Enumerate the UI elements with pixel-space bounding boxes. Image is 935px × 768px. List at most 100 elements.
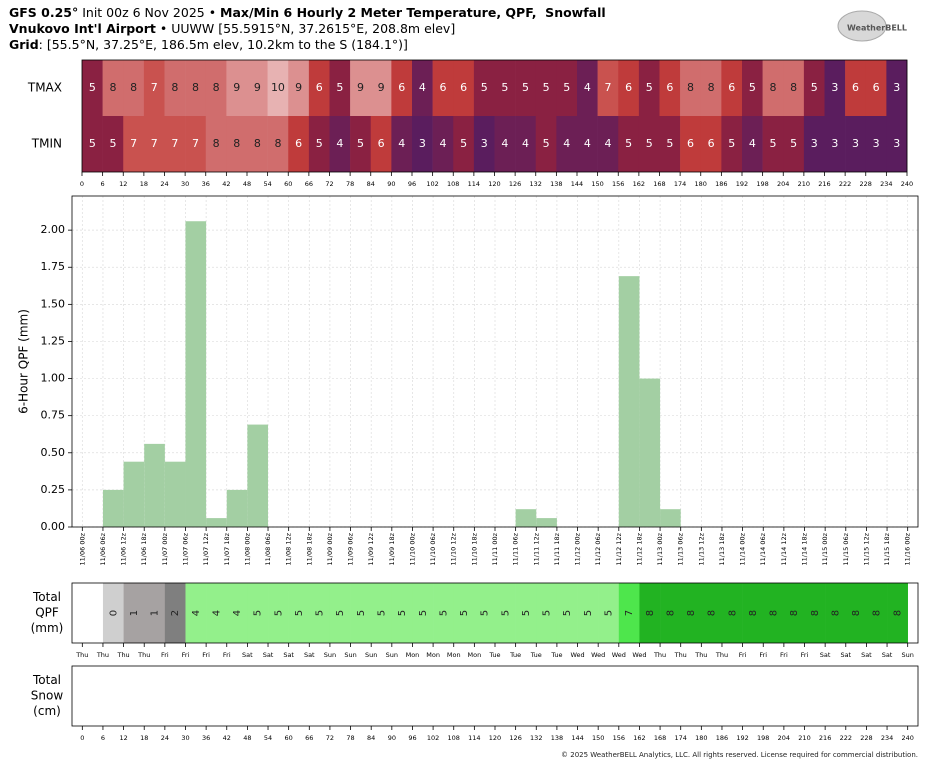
heat-cell — [412, 116, 433, 172]
x-tick-label: Fri — [161, 651, 169, 659]
x-tick-label: 102 — [426, 180, 438, 188]
x-tick-label: 96 — [408, 734, 416, 742]
x-tick-label: 66 — [305, 180, 313, 188]
cell-label: 5 — [89, 137, 96, 150]
bar — [164, 461, 186, 527]
x-tick-label: Sun — [344, 651, 356, 659]
x-tick-label: Sat — [820, 651, 831, 659]
y-tick-label: 0.75 — [41, 409, 66, 422]
heat-cell — [288, 60, 310, 116]
x-tick-label: 72 — [325, 180, 333, 188]
x-tick-label: 11/11 06z — [512, 532, 520, 565]
cell-label: 6 — [873, 81, 880, 94]
cell-label: 8 — [769, 81, 776, 94]
y-tick-label: 0.50 — [41, 446, 66, 459]
total-cell — [660, 583, 682, 643]
cell-label: 4 — [419, 81, 426, 94]
heat-cell — [783, 116, 805, 172]
x-tick-label: 11/09 12z — [367, 532, 375, 565]
cell-label: 10 — [271, 81, 285, 94]
x-tick-label: Thu — [694, 651, 707, 659]
cell-label: 5 — [542, 610, 553, 616]
cell-label: 3 — [852, 137, 859, 150]
x-tick-label: Fri — [759, 651, 767, 659]
cell-label: 9 — [233, 81, 240, 94]
x-tick-label: 204 — [777, 180, 789, 188]
x-tick-label: Wed — [612, 651, 626, 659]
x-tick-label: Fri — [801, 651, 809, 659]
heat-cell — [597, 116, 619, 172]
cell-label: 8 — [192, 81, 199, 94]
heat-cell — [845, 60, 867, 116]
cell-label: 4 — [191, 610, 202, 616]
total-cell — [825, 583, 847, 643]
x-tick-label: 0 — [80, 180, 84, 188]
x-tick-label: 11/15 00z — [821, 532, 829, 565]
x-tick-label: 11/06 18z — [140, 532, 148, 565]
cell-label: 7 — [171, 137, 178, 150]
x-tick-label: 6 — [101, 734, 105, 742]
x-tick-label: Wed — [632, 651, 646, 659]
x-tick-label: 234 — [881, 734, 893, 742]
x-tick-label: 42 — [223, 734, 231, 742]
heat-cell — [535, 60, 557, 116]
heat-cell — [721, 60, 743, 116]
heat-cell — [783, 60, 805, 116]
x-tick-label: 132 — [530, 180, 542, 188]
cell-label: 4 — [232, 610, 243, 616]
heat-cell — [742, 60, 763, 116]
cell-label: 6 — [295, 137, 302, 150]
cell-label: 8 — [727, 610, 738, 616]
bar — [185, 221, 207, 527]
x-tick-label: 11/14 06z — [759, 532, 767, 565]
x-tick-label: 11/15 06z — [842, 532, 850, 565]
cell-label: 4 — [584, 81, 591, 94]
cell-label: 5 — [625, 137, 632, 150]
cell-label: 5 — [356, 610, 367, 616]
x-tick-label: 0 — [80, 734, 84, 742]
bar — [247, 424, 269, 527]
heat-cell — [515, 116, 537, 172]
header: GFS 0.25° Init 00z 6 Nov 2025 • Max/Min … — [9, 5, 606, 53]
heat-cell — [762, 116, 784, 172]
total-cell — [577, 583, 599, 643]
title-segment: Max/Min 6 Hourly 2 Meter Temperature, QP… — [220, 5, 606, 20]
heat-cell — [267, 60, 289, 116]
total-cell — [206, 583, 228, 643]
cell-label: 5 — [666, 137, 673, 150]
cell-label: 5 — [583, 610, 594, 616]
x-tick-label: 198 — [757, 734, 769, 742]
x-tick-label: Sun — [901, 651, 913, 659]
x-tick-label: 126 — [509, 180, 521, 188]
heat-cell — [680, 60, 702, 116]
x-tick-label: 11/10 00z — [408, 532, 416, 565]
grid-line-text: Grid: [55.5°N, 37.25°E, 186.5m elev, 10.… — [9, 37, 606, 53]
heat-cell — [886, 60, 908, 116]
cell-label: 6 — [625, 81, 632, 94]
heat-cell — [350, 116, 372, 172]
cell-label: 3 — [893, 81, 900, 94]
cell-label: 4 — [749, 137, 756, 150]
x-tick-label: 11/10 12z — [450, 532, 458, 565]
cell-label: 8 — [810, 610, 821, 616]
x-tick-label: 11/12 18z — [635, 532, 643, 565]
x-tick-label: 11/07 00z — [161, 532, 169, 565]
x-tick-label: 24 — [161, 734, 169, 742]
cell-label: 4 — [563, 137, 570, 150]
x-tick-label: 36 — [202, 180, 210, 188]
x-tick-label: 60 — [284, 180, 292, 188]
x-tick-label: Thu — [137, 651, 150, 659]
x-tick-label: 90 — [387, 180, 395, 188]
x-tick-label: Thu — [674, 651, 687, 659]
x-tick-label: Sat — [283, 651, 294, 659]
total-cell — [329, 583, 351, 643]
station-line: Vnukovo Int'l Airport • UUWW [55.5915°N,… — [9, 21, 606, 37]
cell-label: 5 — [543, 137, 550, 150]
heat-cell — [247, 116, 268, 172]
cell-label: 4 — [211, 610, 222, 616]
y-axis-label: 6-Hour QPF (mm) — [17, 309, 31, 414]
heat-cell — [618, 60, 640, 116]
cell-label: 8 — [274, 137, 281, 150]
total-cell — [123, 583, 145, 643]
cell-label: 8 — [213, 137, 220, 150]
